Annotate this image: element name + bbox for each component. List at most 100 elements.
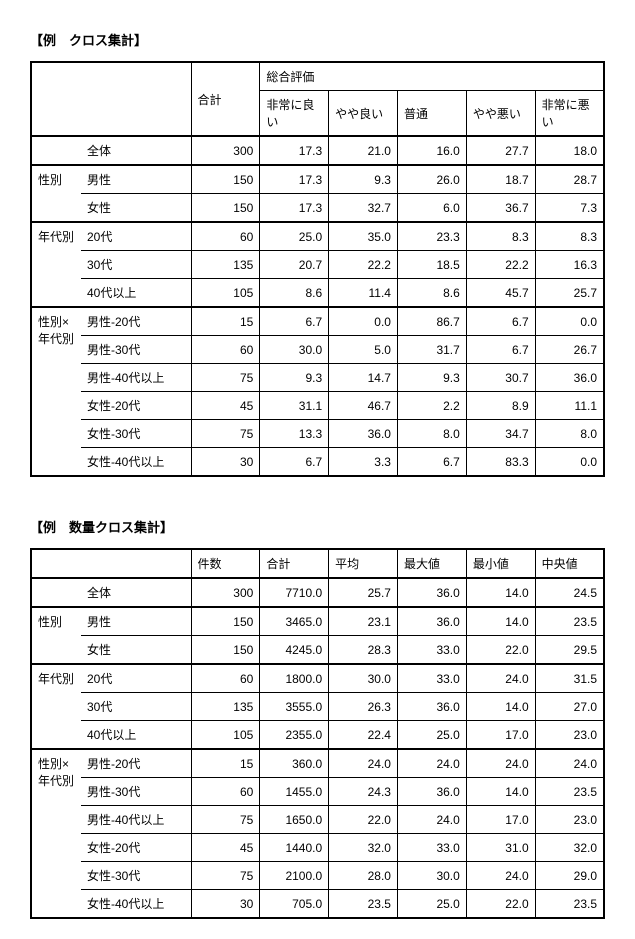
table-row: 女性-30代7513.336.08.034.78.0 — [31, 420, 604, 448]
data-cell: 6.7 — [466, 336, 535, 364]
data-cell: 23.5 — [329, 890, 398, 919]
data-cell: 36.0 — [535, 364, 604, 392]
data-cell: 16.3 — [535, 251, 604, 279]
col-header: 普通 — [397, 91, 466, 137]
data-cell: 1455.0 — [260, 778, 329, 806]
data-cell: 34.7 — [466, 420, 535, 448]
data-cell: 24.0 — [397, 806, 466, 834]
category-label — [31, 136, 81, 165]
data-cell: 150 — [191, 607, 260, 636]
data-cell: 29.0 — [535, 862, 604, 890]
data-cell: 32.0 — [535, 834, 604, 862]
data-cell: 29.5 — [535, 636, 604, 665]
data-cell: 11.1 — [535, 392, 604, 420]
data-cell: 24.0 — [466, 749, 535, 778]
table-row: 年代別20代601800.030.033.024.031.5 — [31, 664, 604, 693]
data-cell: 1440.0 — [260, 834, 329, 862]
data-cell: 8.3 — [535, 222, 604, 251]
data-cell: 35.0 — [329, 222, 398, 251]
data-cell: 18.7 — [466, 165, 535, 194]
data-cell: 0.0 — [535, 307, 604, 336]
data-cell: 24.0 — [466, 664, 535, 693]
data-cell: 60 — [191, 222, 260, 251]
data-cell: 26.0 — [397, 165, 466, 194]
row-label: 男性-20代 — [81, 749, 191, 778]
row-label: 全体 — [81, 578, 191, 607]
data-cell: 26.7 — [535, 336, 604, 364]
data-cell: 15 — [191, 307, 260, 336]
data-cell: 18.0 — [535, 136, 604, 165]
data-cell: 14.0 — [466, 578, 535, 607]
data-cell: 31.7 — [397, 336, 466, 364]
data-cell: 8.6 — [260, 279, 329, 308]
data-cell: 24.0 — [466, 862, 535, 890]
data-cell: 150 — [191, 165, 260, 194]
data-cell: 300 — [191, 136, 260, 165]
data-cell: 22.0 — [329, 806, 398, 834]
table-row: 女性-20代4531.146.72.28.911.1 — [31, 392, 604, 420]
col-group-header: 総合評価 — [260, 62, 604, 91]
data-cell: 24.0 — [329, 749, 398, 778]
data-cell: 33.0 — [397, 636, 466, 665]
data-cell: 23.5 — [535, 890, 604, 919]
table-row: 性別×年代別男性-20代15360.024.024.024.024.0 — [31, 749, 604, 778]
row-label: 30代 — [81, 251, 191, 279]
data-cell: 9.3 — [329, 165, 398, 194]
table-row: 40代以上1052355.022.425.017.023.0 — [31, 721, 604, 750]
col-header: やや良い — [329, 91, 398, 137]
data-cell: 14.7 — [329, 364, 398, 392]
data-cell: 75 — [191, 364, 260, 392]
data-cell: 150 — [191, 194, 260, 223]
crosstab-table-1: 合計総合評価非常に良いやや良い普通やや悪い非常に悪い全体30017.321.01… — [30, 61, 605, 477]
data-cell: 24.5 — [535, 578, 604, 607]
data-cell: 2355.0 — [260, 721, 329, 750]
data-cell: 105 — [191, 721, 260, 750]
data-cell: 3.3 — [329, 448, 398, 477]
col-header: 合計 — [260, 549, 329, 578]
data-cell: 15 — [191, 749, 260, 778]
data-cell: 23.0 — [535, 806, 604, 834]
col-header: 最小値 — [466, 549, 535, 578]
data-cell: 23.3 — [397, 222, 466, 251]
data-cell: 25.7 — [535, 279, 604, 308]
row-label: 女性-30代 — [81, 420, 191, 448]
data-cell: 31.1 — [260, 392, 329, 420]
data-cell: 1650.0 — [260, 806, 329, 834]
data-cell: 22.2 — [329, 251, 398, 279]
data-cell: 9.3 — [397, 364, 466, 392]
category-label: 性別 — [31, 607, 81, 664]
row-label: 男性-40代以上 — [81, 364, 191, 392]
row-label: 20代 — [81, 664, 191, 693]
row-label: 20代 — [81, 222, 191, 251]
col-header: 合計 — [191, 62, 260, 136]
data-cell: 25.0 — [397, 890, 466, 919]
data-cell: 26.3 — [329, 693, 398, 721]
category-label: 年代別 — [31, 222, 81, 307]
row-label: 女性-40代以上 — [81, 448, 191, 477]
table-row: 女性-20代451440.032.033.031.032.0 — [31, 834, 604, 862]
data-cell: 83.3 — [466, 448, 535, 477]
row-label: 女性-40代以上 — [81, 890, 191, 919]
data-cell: 20.7 — [260, 251, 329, 279]
data-cell: 45 — [191, 392, 260, 420]
data-cell: 30.7 — [466, 364, 535, 392]
data-cell: 32.0 — [329, 834, 398, 862]
data-cell: 23.5 — [535, 607, 604, 636]
data-cell: 3555.0 — [260, 693, 329, 721]
data-cell: 25.0 — [397, 721, 466, 750]
data-cell: 75 — [191, 420, 260, 448]
data-cell: 4245.0 — [260, 636, 329, 665]
table-row: 30代13520.722.218.522.216.3 — [31, 251, 604, 279]
data-cell: 6.7 — [397, 448, 466, 477]
table-row: 30代1353555.026.336.014.027.0 — [31, 693, 604, 721]
row-label: 男性-30代 — [81, 336, 191, 364]
data-cell: 30.0 — [260, 336, 329, 364]
row-label: 全体 — [81, 136, 191, 165]
table-row: 全体3007710.025.736.014.024.5 — [31, 578, 604, 607]
data-cell: 60 — [191, 336, 260, 364]
data-cell: 0.0 — [329, 307, 398, 336]
data-cell: 45 — [191, 834, 260, 862]
data-cell: 30.0 — [397, 862, 466, 890]
table-row: 年代別20代6025.035.023.38.38.3 — [31, 222, 604, 251]
data-cell: 75 — [191, 806, 260, 834]
